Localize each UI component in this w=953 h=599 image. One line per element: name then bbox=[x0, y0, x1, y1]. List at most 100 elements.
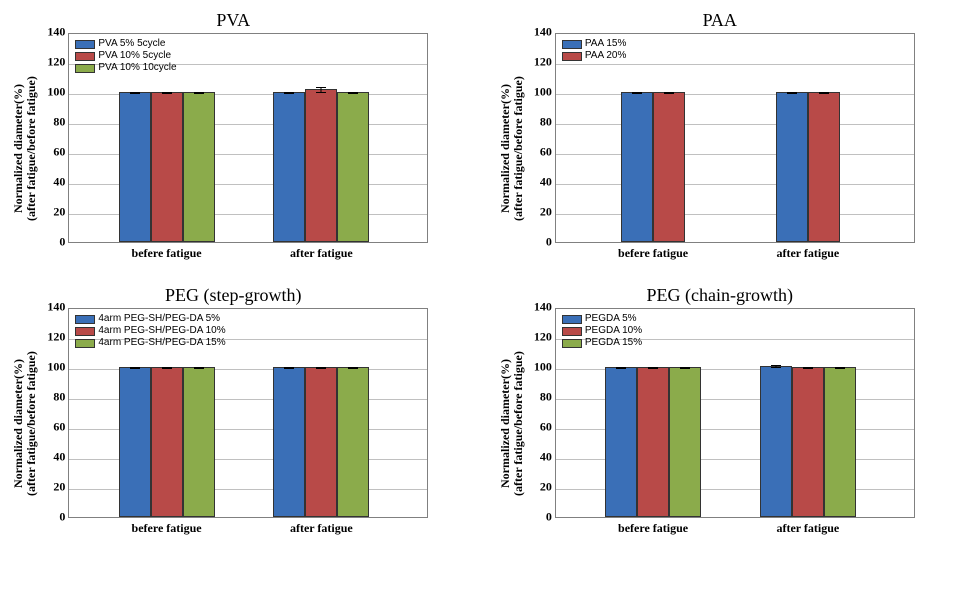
legend-label: PVA 5% 5cycle bbox=[98, 38, 165, 50]
y-axis-label-line1: Normalized diameter(%) bbox=[12, 308, 25, 540]
bar bbox=[621, 92, 653, 242]
legend-swatch bbox=[562, 52, 582, 61]
y-tick-label: 140 bbox=[528, 300, 552, 315]
legend-item: PVA 10% 10cycle bbox=[75, 62, 176, 74]
chart-frame: Normalized diameter(%)(after fatigue/bef… bbox=[10, 33, 457, 265]
y-tick-label: 40 bbox=[528, 175, 552, 190]
chart-panel: PAANormalized diameter(%)(after fatigue/… bbox=[497, 10, 944, 265]
bar-group bbox=[119, 92, 215, 242]
gridline bbox=[556, 94, 914, 95]
x-category-label: after fatigue bbox=[776, 521, 839, 536]
chart-frame: Normalized diameter(%)(after fatigue/bef… bbox=[497, 308, 944, 540]
x-category-label: befere fatigue bbox=[132, 521, 202, 536]
legend-item: 4arm PEG-SH/PEG-DA 15% bbox=[75, 337, 225, 349]
legend-item: PAA 15% bbox=[562, 38, 627, 50]
bar bbox=[653, 92, 685, 242]
error-bar bbox=[680, 367, 690, 369]
legend-swatch bbox=[562, 339, 582, 348]
error-bar bbox=[664, 92, 674, 94]
x-category-label: befere fatigue bbox=[132, 246, 202, 261]
error-bar bbox=[316, 367, 326, 369]
y-axis-label-line1: Normalized diameter(%) bbox=[499, 33, 512, 265]
error-bar bbox=[194, 367, 204, 369]
bar bbox=[183, 367, 215, 517]
x-category-label: after fatigue bbox=[776, 246, 839, 261]
bar-group bbox=[119, 367, 215, 517]
y-tick-label: 140 bbox=[528, 25, 552, 40]
legend-swatch bbox=[562, 40, 582, 49]
legend: PAA 15%PAA 20% bbox=[562, 38, 627, 62]
error-bar bbox=[316, 87, 326, 93]
legend-swatch bbox=[75, 339, 95, 348]
y-tick-label: 0 bbox=[41, 510, 65, 525]
x-category-label: befere fatigue bbox=[618, 246, 688, 261]
bar bbox=[792, 367, 824, 517]
legend-swatch bbox=[562, 327, 582, 336]
legend-label: PEGDA 15% bbox=[585, 337, 642, 349]
y-tick-label: 40 bbox=[41, 450, 65, 465]
bar bbox=[183, 92, 215, 242]
y-tick-label: 140 bbox=[41, 25, 65, 40]
bar bbox=[305, 367, 337, 517]
y-axis-label: Normalized diameter(%)(after fatigue/bef… bbox=[10, 308, 38, 540]
error-bar bbox=[162, 367, 172, 369]
legend-item: 4arm PEG-SH/PEG-DA 5% bbox=[75, 313, 225, 325]
y-tick-label: 80 bbox=[41, 115, 65, 130]
y-tick-label: 40 bbox=[41, 175, 65, 190]
legend-swatch bbox=[75, 52, 95, 61]
bar bbox=[119, 367, 151, 517]
y-axis-label-line1: Normalized diameter(%) bbox=[499, 308, 512, 540]
y-tick-label: 100 bbox=[528, 360, 552, 375]
legend-item: PEGDA 10% bbox=[562, 325, 642, 337]
bar bbox=[305, 89, 337, 242]
y-axis-label-line2: (after fatigue/before fatigue) bbox=[512, 33, 525, 265]
error-bar bbox=[648, 367, 658, 369]
legend-item: PVA 5% 5cycle bbox=[75, 38, 176, 50]
y-tick-label: 80 bbox=[528, 390, 552, 405]
legend-label: PAA 20% bbox=[585, 50, 627, 62]
gridline bbox=[556, 124, 914, 125]
y-tick-label: 20 bbox=[41, 205, 65, 220]
y-axis-label: Normalized diameter(%)(after fatigue/bef… bbox=[497, 308, 525, 540]
chart-frame: Normalized diameter(%)(after fatigue/bef… bbox=[10, 308, 457, 540]
legend-swatch bbox=[562, 315, 582, 324]
y-tick-label: 100 bbox=[528, 85, 552, 100]
y-tick-label: 20 bbox=[528, 480, 552, 495]
x-category-label: befere fatigue bbox=[618, 521, 688, 536]
legend-item: PEGDA 5% bbox=[562, 313, 642, 325]
gridline bbox=[556, 64, 914, 65]
panel-title: PEG (step-growth) bbox=[10, 285, 457, 306]
panel-title: PVA bbox=[10, 10, 457, 31]
error-bar bbox=[632, 92, 642, 94]
y-tick-label: 120 bbox=[41, 55, 65, 70]
error-bar bbox=[194, 92, 204, 94]
error-bar bbox=[162, 92, 172, 94]
error-bar bbox=[819, 92, 829, 94]
y-tick-label: 0 bbox=[41, 235, 65, 250]
y-axis-label: Normalized diameter(%)(after fatigue/bef… bbox=[497, 33, 525, 265]
y-axis-label: Normalized diameter(%)(after fatigue/bef… bbox=[10, 33, 38, 265]
y-tick-label: 60 bbox=[41, 145, 65, 160]
plot-area: 0204060801001201404arm PEG-SH/PEG-DA 5%4… bbox=[68, 308, 428, 518]
y-axis-label-line2: (after fatigue/before fatigue) bbox=[512, 308, 525, 540]
legend-item: 4arm PEG-SH/PEG-DA 10% bbox=[75, 325, 225, 337]
y-axis-label-line2: (after fatigue/before fatigue) bbox=[25, 308, 38, 540]
bar bbox=[605, 367, 637, 517]
legend-label: PVA 10% 5cycle bbox=[98, 50, 171, 62]
y-tick-label: 20 bbox=[528, 205, 552, 220]
bar-group bbox=[760, 366, 856, 518]
chart-frame: Normalized diameter(%)(after fatigue/bef… bbox=[497, 33, 944, 265]
legend-swatch bbox=[75, 327, 95, 336]
bar bbox=[119, 92, 151, 242]
gridline bbox=[556, 214, 914, 215]
y-tick-label: 80 bbox=[41, 390, 65, 405]
y-tick-label: 100 bbox=[41, 85, 65, 100]
legend-swatch bbox=[75, 315, 95, 324]
y-tick-label: 120 bbox=[41, 330, 65, 345]
legend-label: PAA 15% bbox=[585, 38, 627, 50]
bar bbox=[273, 92, 305, 242]
x-category-label: after fatigue bbox=[290, 246, 353, 261]
y-axis-label-line1: Normalized diameter(%) bbox=[12, 33, 25, 265]
bar bbox=[337, 92, 369, 242]
panel-title: PEG (chain-growth) bbox=[497, 285, 944, 306]
